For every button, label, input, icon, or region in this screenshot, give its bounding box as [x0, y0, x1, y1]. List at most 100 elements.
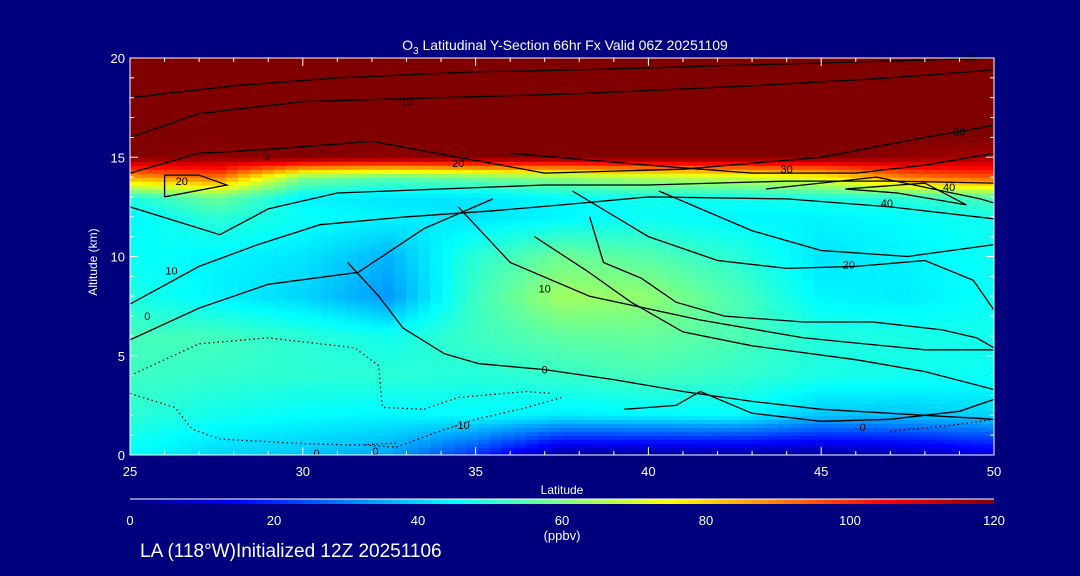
heat-cell — [238, 212, 251, 218]
heat-cell — [418, 276, 431, 281]
heat-cell — [970, 316, 983, 321]
heat-cell — [670, 196, 683, 202]
heat-cell — [346, 387, 359, 393]
heat-cell — [454, 383, 467, 389]
heat-cell — [262, 427, 275, 432]
heat-cell — [346, 451, 359, 455]
heat-cell — [334, 363, 347, 369]
heat-cell — [262, 411, 275, 416]
heat-cell — [130, 208, 143, 214]
heat-cell — [658, 200, 671, 206]
heat-cell — [466, 379, 479, 385]
heat-cell — [826, 272, 839, 277]
heat-cell — [694, 387, 707, 393]
heat-cell — [958, 351, 971, 357]
heat-cell — [190, 415, 203, 420]
heat-cell — [190, 320, 203, 325]
heat-cell — [322, 451, 335, 455]
heat-cell — [286, 399, 299, 404]
heat-cell — [394, 300, 407, 305]
heat-cell — [130, 355, 143, 361]
heat-cell — [598, 272, 611, 277]
heat-cell — [874, 220, 887, 226]
heat-cell — [214, 260, 227, 266]
heat-cell — [850, 232, 863, 238]
heat-cell — [694, 331, 707, 337]
heat-cell — [610, 415, 623, 420]
heat-cell — [466, 415, 479, 420]
heat-cell — [358, 411, 371, 416]
heat-cell — [934, 312, 947, 317]
heat-cell — [202, 248, 215, 254]
heat-cell — [178, 431, 191, 436]
heat-cell — [214, 411, 227, 416]
heat-cell — [946, 375, 959, 381]
heat-cell — [130, 272, 143, 277]
heat-cell — [850, 423, 863, 428]
heat-cell — [310, 399, 323, 404]
heat-cell — [982, 395, 994, 400]
heat-cell — [502, 268, 515, 273]
heat-cell — [718, 419, 731, 424]
heat-cell — [910, 387, 923, 393]
heat-cell — [946, 304, 959, 309]
heat-cell — [922, 355, 935, 361]
heat-cell — [514, 212, 527, 218]
heat-cell — [214, 292, 227, 297]
heat-cell — [358, 300, 371, 305]
heat-cell — [262, 260, 275, 266]
heat-cell — [382, 312, 395, 317]
heat-cell — [730, 312, 743, 317]
heat-cell — [358, 371, 371, 377]
heat-cell — [634, 439, 647, 444]
heat-cell — [982, 232, 994, 238]
heat-cell — [298, 252, 311, 258]
heat-cell — [310, 347, 323, 353]
heat-cell — [454, 296, 467, 301]
heat-cell — [910, 256, 923, 262]
heat-cell — [358, 228, 371, 234]
heat-cell — [370, 212, 383, 218]
heat-cell — [778, 316, 791, 321]
heat-cell — [910, 347, 923, 353]
heat-cell — [910, 431, 923, 436]
heat-cell — [826, 288, 839, 293]
heat-cell — [574, 328, 587, 333]
heat-cell — [946, 244, 959, 250]
heat-cell — [982, 443, 994, 448]
heat-cell — [238, 431, 251, 436]
heat-cell — [382, 379, 395, 385]
heat-cell — [850, 435, 863, 440]
heat-cell — [526, 351, 539, 357]
heat-cell — [766, 292, 779, 297]
heat-cell — [214, 320, 227, 325]
heat-cell — [202, 236, 215, 242]
heat-cell — [490, 260, 503, 266]
heat-cell — [742, 272, 755, 277]
heat-cell — [238, 308, 251, 313]
heat-cell — [418, 371, 431, 377]
heat-cell — [490, 181, 503, 186]
heat-cell — [862, 284, 875, 289]
heat-cell — [802, 248, 815, 254]
heat-cell — [274, 399, 287, 404]
heat-cell — [766, 276, 779, 281]
heat-cell — [958, 288, 971, 293]
heat-cell — [394, 200, 407, 206]
heat-cell — [286, 395, 299, 400]
heat-cell — [826, 383, 839, 389]
heat-cell — [574, 359, 587, 365]
heat-cell — [370, 208, 383, 214]
heat-cell — [358, 185, 371, 190]
heat-cell — [658, 387, 671, 393]
heat-cell — [610, 224, 623, 230]
heat-cell — [838, 296, 851, 301]
heat-cell — [514, 185, 527, 190]
heat-cell — [358, 244, 371, 250]
heat-cell — [718, 244, 731, 250]
heat-cell — [226, 248, 239, 254]
heat-cell — [166, 284, 179, 289]
heat-cell — [742, 248, 755, 254]
heat-cell — [646, 324, 659, 329]
heat-cell — [574, 228, 587, 234]
